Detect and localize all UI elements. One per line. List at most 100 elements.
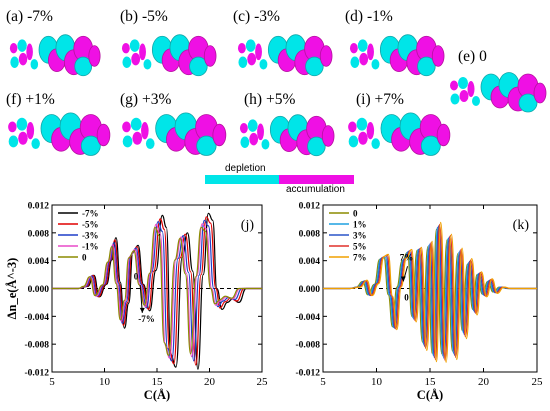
chart-k: 5 10 15 20 25 0.012 0.008 0.004 0.000 -0.004 -0.00… (295, 202, 544, 403)
charge-lobe (212, 123, 227, 147)
charge-lobe (88, 45, 101, 67)
y-tick-label: 0.012 (28, 202, 50, 212)
legend-label: 5% (353, 242, 367, 252)
charge-lobe (356, 117, 368, 131)
x-tick-label: 20 (478, 376, 490, 388)
isosurface-plot (9, 34, 101, 77)
legend-label: 7% (353, 253, 367, 263)
charge-lobe (18, 131, 28, 145)
panel-label: (j) (241, 218, 255, 233)
y-tick-label: -0.004 (24, 313, 49, 323)
y-tick-label: 0.012 (299, 202, 321, 212)
charge-lobe (122, 121, 131, 133)
charge-lobe (467, 81, 475, 97)
panel-label: (b) -5% (120, 8, 168, 25)
charge-lobe (350, 56, 360, 68)
y-tick-label: 0.000 (299, 285, 321, 295)
depletion-label: depletion (225, 163, 266, 174)
charge-lobe (16, 117, 28, 131)
x-tick-label: 15 (425, 376, 437, 388)
isosurface-plot (349, 34, 445, 77)
x-tick-label: 20 (204, 376, 216, 388)
y-tick-label: 0.004 (299, 257, 321, 267)
charge-lobe (143, 59, 152, 70)
charge-lobe (131, 52, 141, 66)
series-line (51, 223, 262, 359)
charge-lobe (458, 77, 468, 89)
y-tick-label: -0.008 (295, 341, 320, 351)
charge-lobe (18, 52, 28, 66)
charge-lobe (74, 56, 93, 77)
charge-lobe (8, 135, 19, 148)
x-tick-label: 10 (371, 376, 383, 388)
panel-label: (i) +7% (356, 91, 404, 108)
charge-lobe (245, 39, 256, 52)
charge-lobe (196, 135, 217, 156)
charge-lobe (247, 119, 258, 132)
accumulation-label: accumulation (286, 184, 345, 195)
x-tick-label: 5 (49, 376, 55, 388)
charge-lobe (255, 43, 262, 61)
legend-label: 0 (353, 209, 358, 219)
y-tick-label: 0.008 (299, 229, 321, 239)
charge-lobe (371, 138, 380, 150)
y-axis-label: Δn_e(Å^-3) (5, 258, 19, 320)
isosurface-plot (239, 114, 335, 157)
charge-lobe (130, 117, 142, 131)
charge-lobe (121, 43, 130, 54)
panel-label: (e) 0 (458, 48, 487, 65)
isosurface-plot (122, 112, 227, 156)
charge-lobe (145, 138, 155, 150)
charge-lobe (518, 93, 538, 113)
charge-lobe (450, 80, 458, 91)
legend-label: 1% (353, 220, 367, 230)
legend-label: -5% (82, 220, 99, 230)
charge-lobe (358, 131, 368, 145)
charge-lobe (249, 132, 259, 146)
y-tick-label: 0.008 (28, 229, 50, 239)
panel-label: (a) -7% (6, 8, 53, 25)
charge-lobe (8, 121, 17, 133)
legend-label: -1% (82, 242, 99, 252)
isosurface-plot (237, 34, 333, 77)
panel-label: (g) +3% (120, 91, 172, 108)
charge-lobe (139, 43, 146, 61)
charge-lobe (319, 45, 333, 67)
charge-lobe (359, 52, 369, 66)
series-line (322, 221, 537, 363)
charge-lobe (26, 43, 33, 61)
x-tick-label: 25 (257, 376, 269, 388)
charge-lobe (259, 59, 268, 70)
charge-lobe (10, 56, 19, 68)
panel-label: (k) (513, 218, 530, 233)
charge-lobe (132, 131, 143, 145)
annotation-arrowhead (400, 276, 406, 282)
charge-lobe (30, 59, 39, 70)
charge-lobe (420, 135, 441, 156)
charge-lobe (321, 125, 335, 147)
charge-lobe (366, 122, 375, 140)
x-tick-label: 10 (99, 376, 111, 388)
charge-lobe (122, 135, 133, 148)
panel-label: (h) +5% (244, 91, 296, 108)
isosurface-plot (8, 112, 111, 156)
charge-lobe (257, 123, 264, 141)
panel-label: (d) -1% (345, 8, 393, 25)
annotation-arrowhead (139, 307, 145, 313)
charge-lobe (26, 122, 35, 140)
charge-lobe (472, 96, 480, 106)
charge-lobe (307, 136, 326, 157)
charge-lobe (305, 56, 324, 77)
charge-lobe (189, 56, 208, 77)
x-tick-label: 15 (152, 376, 164, 388)
x-tick-label: 5 (320, 376, 326, 388)
legend-label: -3% (82, 231, 99, 241)
annotation-label: 0 (134, 271, 139, 281)
y-tick-label: -0.012 (24, 369, 49, 379)
charge-lobe (239, 123, 248, 134)
charge-lobe (436, 123, 451, 147)
annotation-label: 7% (400, 253, 414, 263)
x-tick-label: 25 (532, 376, 544, 388)
charge-lobe (17, 39, 27, 52)
charge-lobe (129, 39, 140, 52)
